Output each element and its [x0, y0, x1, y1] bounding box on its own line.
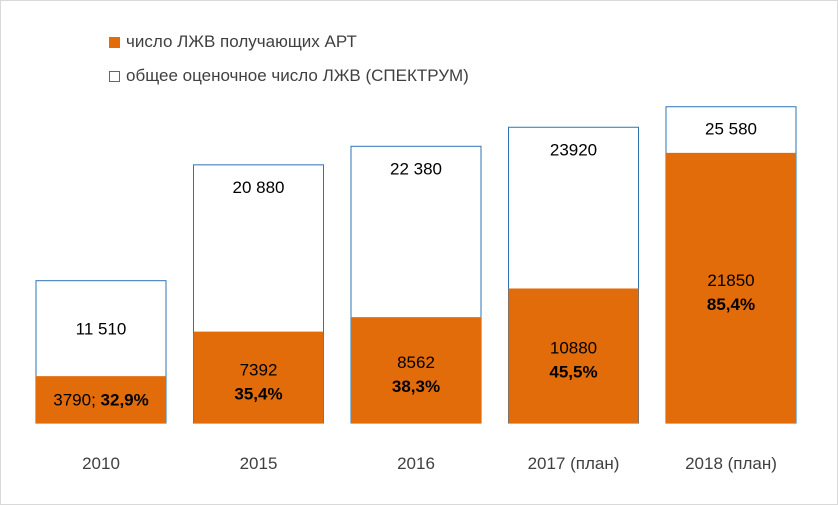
- art-count-label: 21850: [707, 271, 754, 290]
- art-percent-label: 85,4%: [707, 295, 755, 314]
- total-value-label: 25 580: [705, 120, 757, 139]
- art-percent-label: 45,5%: [549, 363, 597, 382]
- art-count-label: 10880: [550, 339, 597, 358]
- total-value-label: 20 880: [233, 178, 285, 197]
- art-percent-label: 32,9%: [101, 391, 149, 410]
- art-value-label: 3790; 32,9%: [53, 391, 148, 410]
- category-label: 2016: [397, 454, 435, 473]
- legend-item-total: общее оценочное число ЛЖВ (СПЕКТРУМ): [109, 59, 469, 93]
- art-bar: [666, 152, 796, 423]
- category-label: 2010: [82, 454, 120, 473]
- category-label: 2015: [240, 454, 278, 473]
- art-bar: [36, 376, 166, 423]
- legend: число ЛЖВ получающих АРТ общее оценочное…: [109, 25, 469, 93]
- category-label: 2018 (план): [685, 454, 777, 473]
- category-label: 2017 (план): [528, 454, 620, 473]
- art-count-label: 8562: [397, 353, 435, 372]
- art-bar: [351, 317, 481, 423]
- art-count-label: 3790;: [53, 391, 100, 410]
- legend-item-art: число ЛЖВ получающих АРТ: [109, 25, 469, 59]
- art-count-label: 7392: [240, 360, 278, 379]
- total-value-label: 22 380: [390, 159, 442, 178]
- art-bar: [193, 331, 324, 423]
- total-value-label: 11 510: [76, 319, 127, 338]
- legend-label-art: число ЛЖВ получающих АРТ: [126, 32, 357, 51]
- legend-swatch-art: [109, 36, 120, 48]
- art-percent-label: 35,4%: [234, 384, 282, 403]
- legend-label-total: общее оценочное число ЛЖВ (СПЕКТРУМ): [126, 66, 469, 85]
- legend-swatch-total: [109, 70, 120, 82]
- total-value-label: 23920: [550, 140, 597, 159]
- art-percent-label: 38,3%: [392, 377, 440, 396]
- art-bar: [508, 288, 639, 423]
